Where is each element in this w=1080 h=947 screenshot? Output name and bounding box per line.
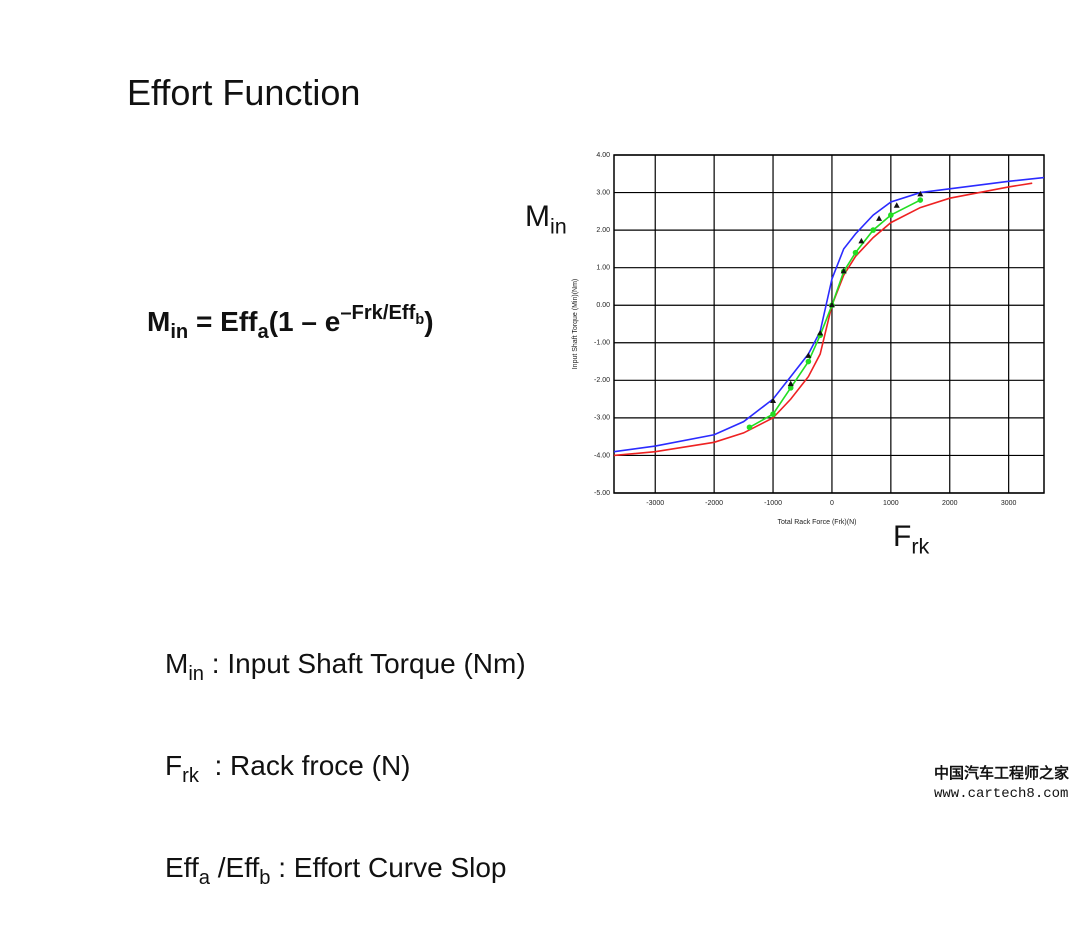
symbol-sub: rk [911,533,930,559]
definition: Min : Input Shaft Torque (Nm) [165,641,526,697]
x-tick-label: 0 [830,500,834,507]
point [770,411,776,417]
formula-exponent: –Frk/Effb [340,302,424,328]
point [917,197,924,203]
formula-part: (1 – e [268,306,341,338]
formula-part: a [257,321,269,344]
point [787,385,794,391]
y-tick-label: -2.00 [594,377,610,384]
symbol-sub: in [550,213,567,239]
formula-part: in [170,321,189,344]
x-tick-label: -3000 [646,500,664,507]
formula-part: M [147,306,171,338]
point [852,249,859,256]
definition: Effa /Effb : Effort Curve Slop [165,845,526,901]
def-sub: b [259,867,271,890]
y-tick-label: -3.00 [594,415,610,422]
def-symbol: Eff [165,852,199,884]
watermark: 中国汽车工程师之家 [934,765,1070,782]
x-tick-label: 1000 [883,500,899,507]
point [746,424,753,431]
x-axis-label: Total Rack Force (Frk)(N) [778,519,857,526]
x-symbol: Frk [893,520,929,560]
point [805,352,812,358]
x-tick-label: 3000 [1001,500,1017,507]
point [770,397,777,403]
point [876,215,883,221]
point [858,237,865,244]
formula-part: ) [424,306,434,338]
x-tick-label: -2000 [705,500,723,507]
y-tick-label: -1.00 [594,340,610,347]
formula-part: –Frk/Eff [340,302,416,324]
def-sub: a [198,867,210,890]
symbol: F [893,520,912,553]
slide-title: Effort Function [127,72,361,113]
y-tick-label: 3.00 [596,189,610,196]
def-text: : Rack froce (N) [198,750,411,782]
plot-area [613,154,1045,494]
x-tick-label: 2000 [942,500,958,507]
point [917,190,924,197]
watermark: www.cartech8.com [934,786,1069,802]
chart: Input Shaft Torque (Min)(Nm) Total Rack … [572,152,1045,526]
y-tick-label: 0.00 [596,302,610,309]
slide: Effort Function Min = Effa(1 – e–Frk/Eff… [127,72,1070,890]
def-symbol: M [165,648,189,679]
y-tick-label: 1.00 [596,265,610,272]
point [787,380,794,387]
point [805,358,812,365]
def-text: : Effort Curve Slop [270,852,507,884]
def-sub: in [188,663,205,686]
def-symbol: F [165,750,183,782]
point [817,329,824,336]
def-sub: rk [182,765,199,788]
y-tick-label: -5.00 [594,490,610,497]
y-axis-label: Input Shaft Torque (Min)(Nm) [572,279,579,370]
point [893,202,900,208]
point [828,301,835,308]
y-symbol: Min [525,200,567,240]
definition: Frk : Rack froce (N) [165,743,526,799]
point [870,227,876,233]
def-text: : Input Shaft Torque (Nm) [204,648,526,679]
y-tick-label: 2.00 [596,227,610,234]
point [888,212,894,218]
formula-part: b [415,312,425,329]
point [840,267,847,274]
y-tick-label: -4.00 [594,452,610,459]
symbol: M [525,200,550,233]
def-symbol: /Eff [209,852,260,884]
y-tick-label: 4.00 [596,152,610,159]
x-tick-label: -1000 [764,500,782,507]
formula-part: = Eff [188,306,258,338]
series-line [613,176,1045,453]
formula: Min = Effa(1 – e–Frk/Effb) [147,302,434,344]
